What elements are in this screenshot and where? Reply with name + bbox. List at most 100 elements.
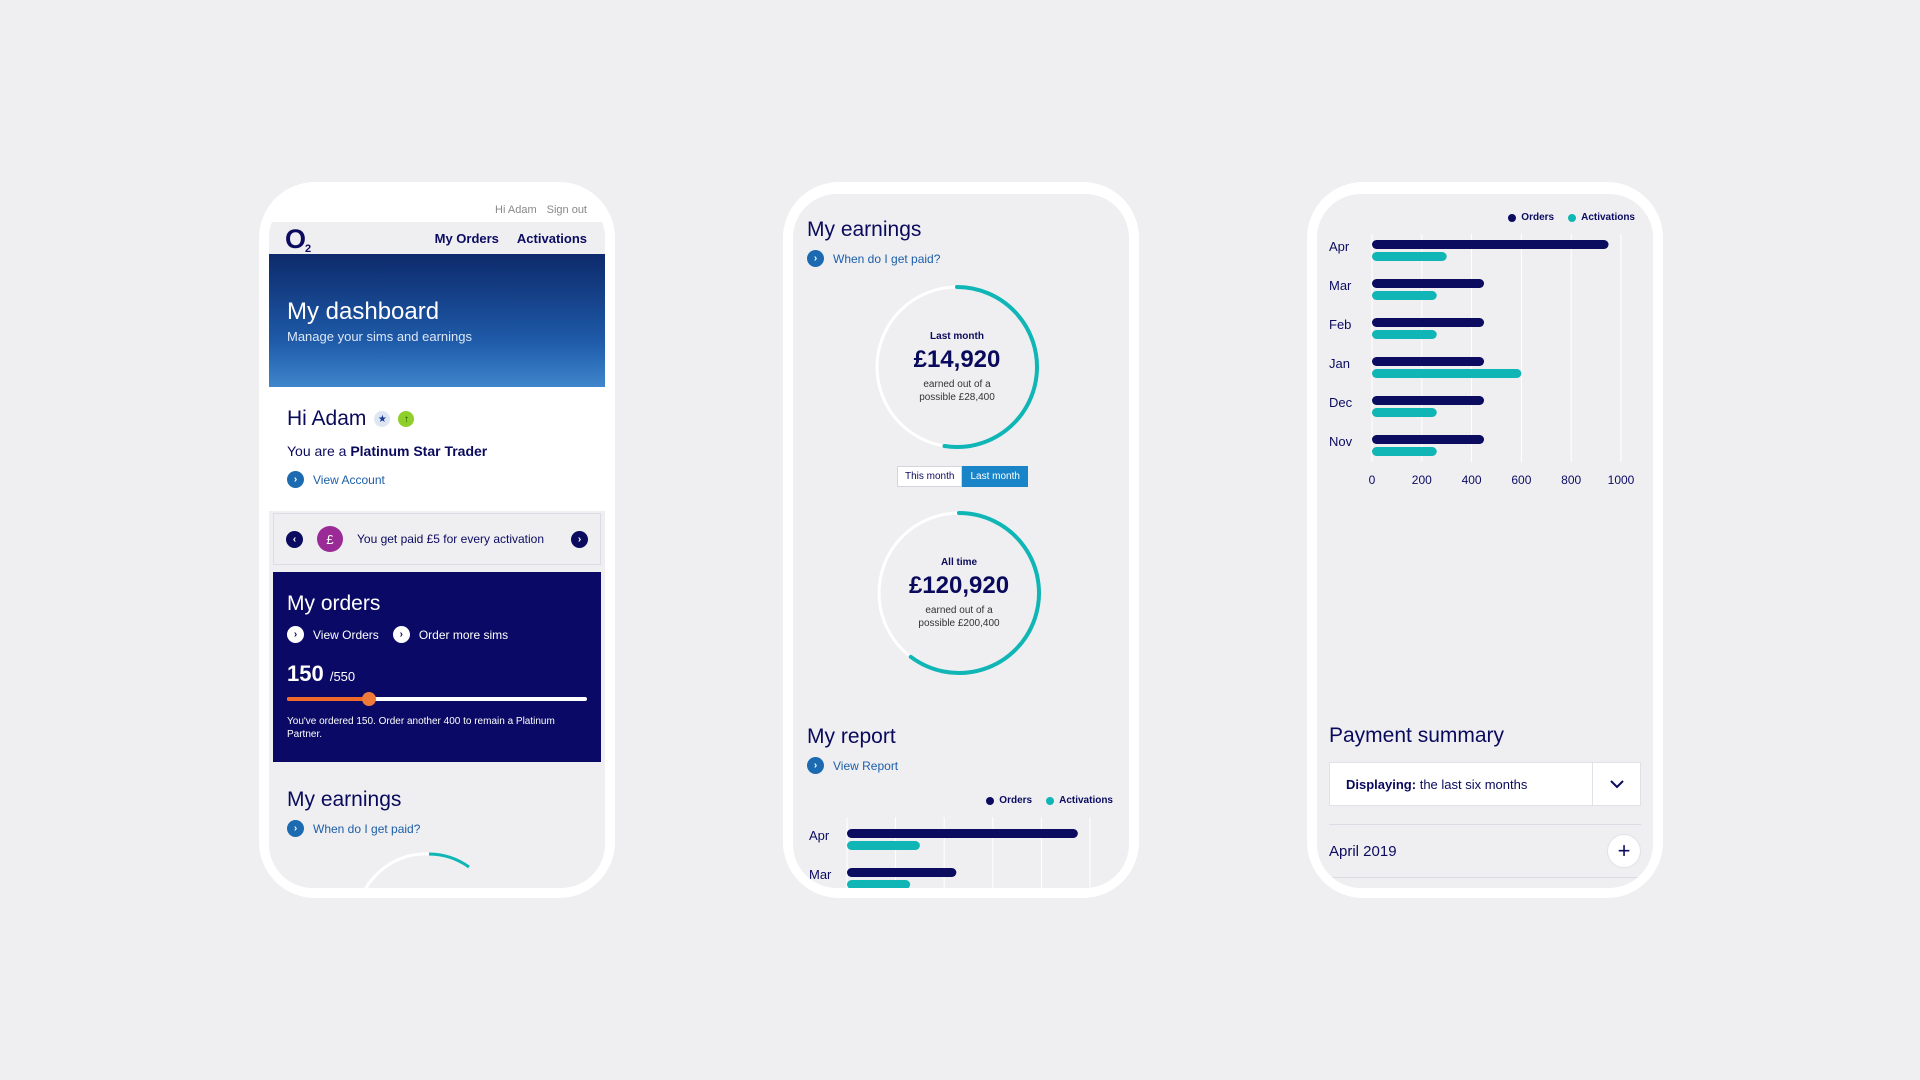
activations-bar [1372,291,1437,300]
chevron-right-icon[interactable]: › [571,530,588,548]
orders-bar [1372,318,1485,327]
promo-carousel: ‹ £ You get paid £5 for every activation… [273,513,601,565]
category-label: Jan [1329,356,1350,371]
greeting-title: Hi Adam [287,407,367,430]
orders-bar [847,868,957,877]
phone-dashboard: Hi Adam Sign out O2 My Orders Activation… [259,182,615,898]
payment-month-row[interactable]: April 2019 + [1329,824,1641,877]
activations-bar [1372,330,1437,339]
x-tick-label: 400 [1462,473,1482,487]
chevron-right-icon: › [392,626,410,643]
all-time-ring: All time £120,920 earned out of a possib… [874,508,1044,678]
legend-activations: Activations [1568,212,1635,223]
order-more-sims-link[interactable]: › Order more sims [392,626,508,643]
earnings-ring-partial [364,852,470,888]
payment-month-row[interactable]: March 2019+ [1329,877,1641,888]
my-report-card: My report › View Report Orders Activation… [797,705,1125,888]
main-nav: O2 My Orders Activations [269,222,605,255]
period-toggle: This month Last month [897,466,1028,487]
category-label: Feb [1329,317,1351,332]
nav-my-orders[interactable]: My Orders [434,231,499,246]
legend-activations: Activations [1046,795,1113,806]
report-bar-chart: Apr Mar [809,817,1091,888]
legend-orders: Orders [1508,212,1554,223]
pound-icon: £ [317,526,343,552]
earnings-title: My earnings [807,218,922,241]
chevron-right-icon: › [807,250,824,267]
category-label: Apr [809,828,830,843]
report-title: My report [807,725,896,748]
orders-note: You've ordered 150. Order another 400 to… [287,716,555,740]
nav-activations[interactable]: Activations [516,231,587,246]
orders-bar [847,829,1078,838]
chevron-left-icon[interactable]: ‹ [286,530,303,548]
payment-month-label: April 2019 [1329,842,1397,860]
star-badge-icon: ★ [374,411,391,427]
ring-amount: £120,920 [908,571,1010,599]
payment-months-list: April 2019+March 2019+February 2019+Janu… [1329,824,1641,888]
ring-label: All time [940,556,978,568]
earnings-card: My earnings › When do I get paid? Last mo… [797,194,1125,701]
all-time-ring-chart [877,511,1041,675]
ring-subtext: earned out of a possible £200,400 [918,604,1000,629]
trader-level: You are a Platinum Star Trader [287,443,488,459]
orders-bar [1372,240,1609,249]
ring-progress-arc [942,285,1039,449]
activity-chart-card: Orders Activations Apr Mar Feb Jan Dec Nov 0 20… [1317,194,1653,696]
activations-bar [847,841,920,850]
greeting-card: Hi Adam ★ ↑ You are a Platinum Star Trad… [269,387,605,511]
toggle-this-month[interactable]: This month [897,466,963,487]
category-label: Mar [809,867,832,882]
category-label: Dec [1329,395,1353,410]
payment-screen: Orders Activations Apr Mar Feb Jan Dec Nov 0 20… [1317,194,1653,888]
period-select[interactable]: Displaying: the last six months [1329,762,1641,806]
chart-legend: Orders Activations [1508,212,1635,223]
greeting-link: Hi Adam [495,204,537,216]
x-tick-label: 0 [1369,473,1376,487]
x-tick-label: 1000 [1608,473,1635,487]
toggle-last-month[interactable]: Last month [962,466,1028,487]
when-paid-link[interactable]: › When do I get paid? [807,250,1115,267]
phone-earnings: My earnings › When do I get paid? Last mo… [783,182,1139,898]
promo-text: You get paid £5 for every activation [357,532,545,546]
category-label: Nov [1329,434,1353,449]
orders-bar [1372,357,1485,366]
category-label: Mar [1329,278,1352,293]
x-tick-label: 200 [1412,473,1432,487]
ring-subtext: earned out of a possible £28,400 [919,378,995,403]
orders-bar [1372,435,1485,444]
progress-knob [361,692,376,706]
activations-bar [847,880,911,888]
activations-bar [1372,252,1447,261]
activations-bar [1372,447,1437,456]
arrow-up-badge-icon: ↑ [398,411,415,427]
chevron-right-icon: › [287,626,304,643]
progress-fill [287,697,369,701]
page-title: My dashboard [287,298,440,325]
report-legend: Orders Activations [986,795,1113,806]
o2-logo[interactable]: O2 [285,224,311,255]
orders-activations-bar-chart: Apr Mar Feb Jan Dec Nov 0 200 400 600 800 1000 [1329,234,1635,487]
expand-plus-icon[interactable]: + [1607,834,1641,868]
ring-label: Last month [930,330,984,342]
last-month-ring: Last month £14,920 earned out of a possi… [872,282,1042,452]
page-subtitle: Manage your sims and earnings [287,329,472,344]
last-month-ring-chart [875,285,1039,449]
top-bar: Hi Adam Sign out [269,194,605,222]
orders-bar [1372,279,1485,288]
expand-plus-icon[interactable]: + [1607,887,1641,888]
x-tick-label: 800 [1561,473,1581,487]
view-orders-link[interactable]: › View Orders [287,626,379,643]
activations-bar [1372,369,1522,378]
phone-payment-summary: Orders Activations Apr Mar Feb Jan Dec Nov 0 20… [1307,182,1663,898]
activations-bar [1372,408,1437,417]
x-tick-label: 600 [1511,473,1531,487]
dashboard-screen: Hi Adam Sign out O2 My Orders Activation… [269,194,605,888]
payment-summary-card: Payment summary Displaying: the last six… [1317,702,1653,888]
view-report-link[interactable]: › View Report [807,757,1115,774]
chevron-right-icon: › [287,471,304,488]
sign-out-link[interactable]: Sign out [546,204,587,216]
when-paid-link[interactable]: › When do I get paid? [287,820,587,837]
view-account-link[interactable]: › View Account [287,471,587,488]
category-label: Apr [1329,239,1350,254]
